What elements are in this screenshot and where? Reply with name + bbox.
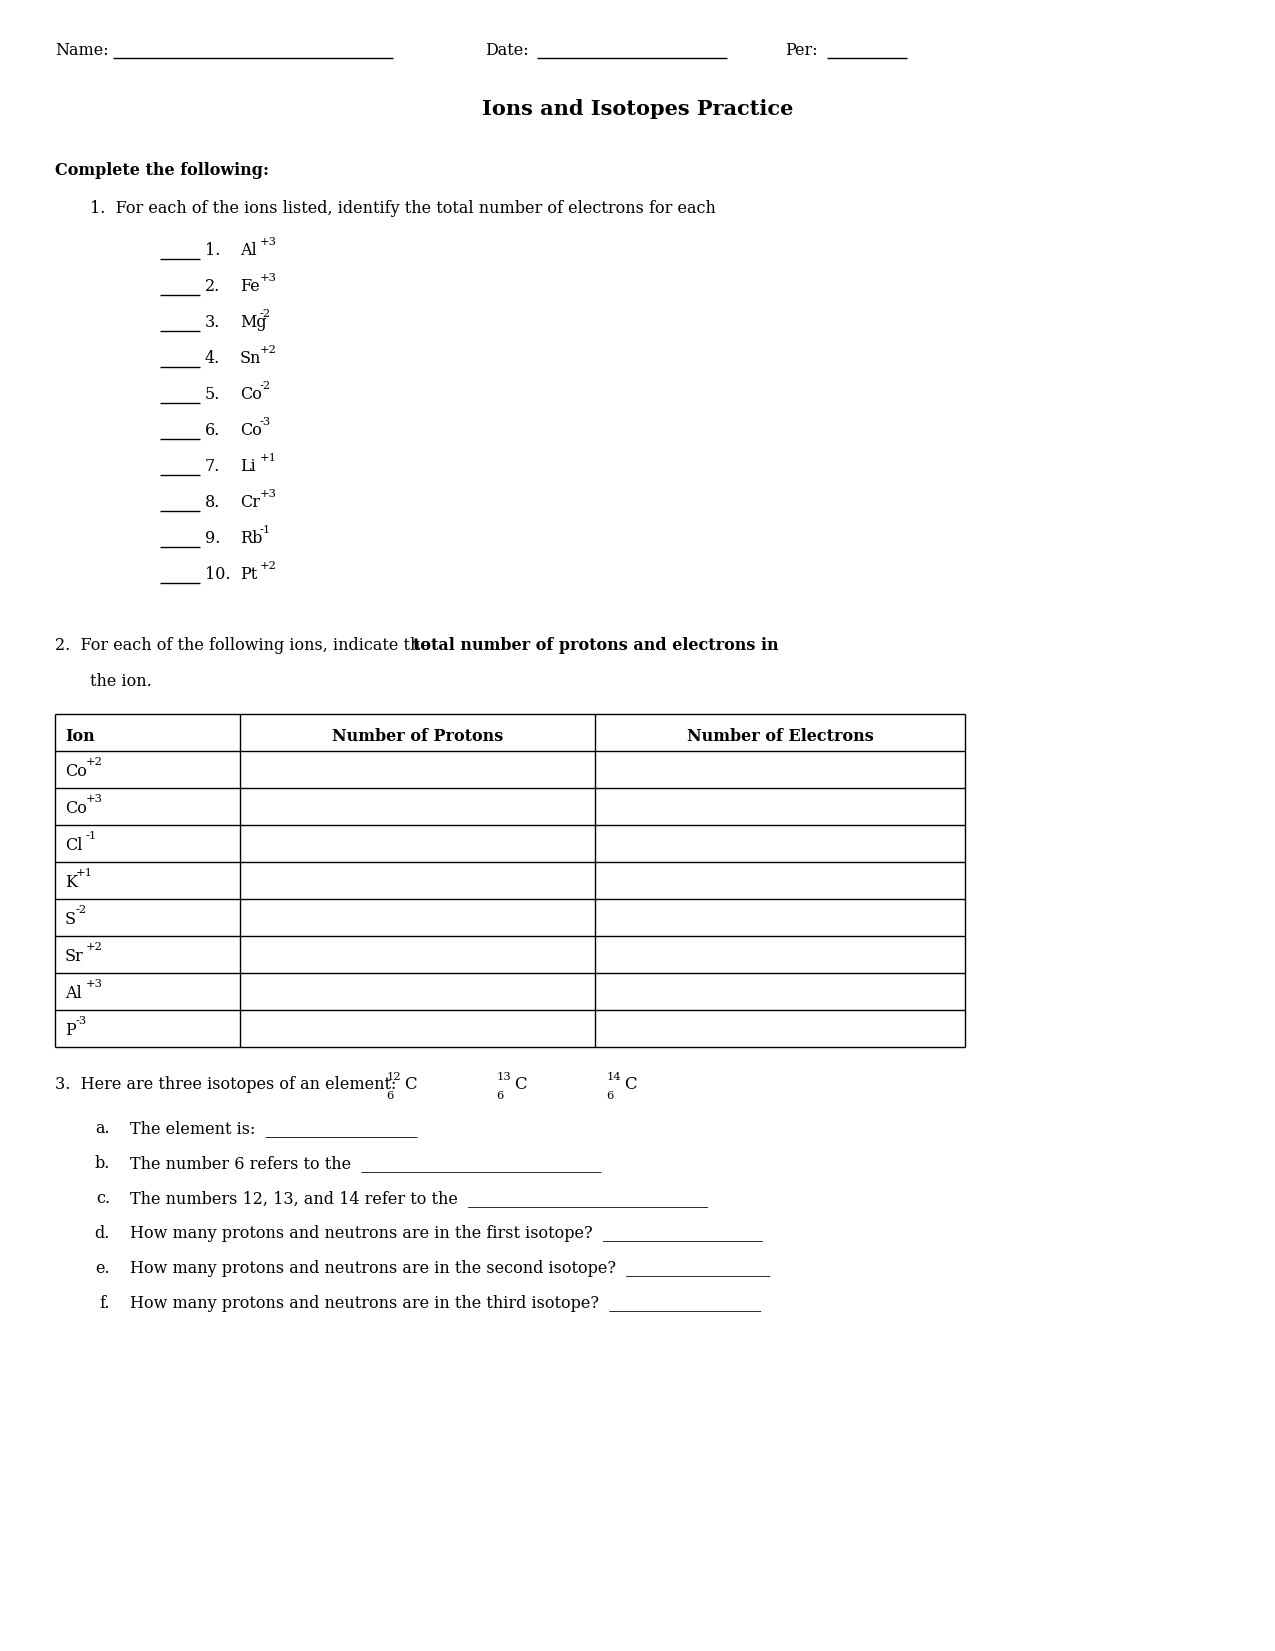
Text: Number of Electrons: Number of Electrons — [687, 728, 873, 745]
Text: 6: 6 — [496, 1091, 504, 1101]
Text: c.: c. — [96, 1190, 110, 1207]
Text: Complete the following:: Complete the following: — [55, 162, 269, 178]
Text: C: C — [625, 1076, 638, 1093]
Text: +2: +2 — [260, 345, 277, 355]
Text: Pt: Pt — [240, 566, 258, 583]
Text: total number of protons and electrons in: total number of protons and electrons in — [413, 637, 778, 654]
Text: Rb: Rb — [240, 530, 263, 546]
Text: Co: Co — [65, 763, 87, 779]
Text: The element is:  ___________________: The element is: ___________________ — [130, 1119, 418, 1138]
Text: -1: -1 — [260, 525, 272, 535]
Text: +1: +1 — [260, 452, 277, 462]
Text: 13: 13 — [496, 1071, 511, 1081]
Text: The number 6 refers to the  ______________________________: The number 6 refers to the _____________… — [130, 1156, 602, 1172]
Text: Cr: Cr — [240, 494, 260, 512]
Text: Al: Al — [240, 243, 256, 259]
Text: How many protons and neutrons are in the first isotope?  ____________________: How many protons and neutrons are in the… — [130, 1225, 762, 1242]
Text: Ions and Isotopes Practice: Ions and Isotopes Practice — [482, 99, 793, 119]
Text: -2: -2 — [260, 309, 272, 319]
Text: 3.: 3. — [205, 314, 221, 330]
Text: +3: +3 — [85, 979, 102, 989]
Text: +3: +3 — [260, 238, 277, 248]
Text: 3.  Here are three isotopes of an element:: 3. Here are three isotopes of an element… — [55, 1076, 397, 1093]
Text: The numbers 12, 13, and 14 refer to the  ______________________________: The numbers 12, 13, and 14 refer to the … — [130, 1190, 708, 1207]
Text: +2: +2 — [85, 758, 102, 768]
Text: Co: Co — [65, 801, 87, 817]
Text: Ion: Ion — [65, 728, 94, 745]
Text: C: C — [404, 1076, 417, 1093]
Text: -1: -1 — [85, 832, 97, 842]
Text: e.: e. — [96, 1260, 110, 1276]
Text: Al: Al — [65, 986, 82, 1002]
Text: 4.: 4. — [205, 350, 221, 367]
Text: Li: Li — [240, 457, 256, 475]
Text: How many protons and neutrons are in the second isotope?  __________________: How many protons and neutrons are in the… — [130, 1260, 770, 1276]
Text: d.: d. — [94, 1225, 110, 1242]
Text: Per:: Per: — [785, 41, 817, 59]
Text: Sn: Sn — [240, 350, 261, 367]
Text: Number of Protons: Number of Protons — [332, 728, 504, 745]
Text: +3: +3 — [85, 794, 102, 804]
Text: 8.: 8. — [205, 494, 221, 512]
Text: Mg: Mg — [240, 314, 266, 330]
Text: 7.: 7. — [205, 457, 221, 475]
Text: 1.: 1. — [205, 243, 221, 259]
Text: 2.  For each of the following ions, indicate the: 2. For each of the following ions, indic… — [55, 637, 435, 654]
Text: +2: +2 — [85, 943, 102, 953]
Text: S: S — [65, 911, 76, 928]
Text: 6: 6 — [386, 1091, 394, 1101]
Text: 6: 6 — [607, 1091, 613, 1101]
Text: P: P — [65, 1022, 75, 1038]
Text: How many protons and neutrons are in the third isotope?  ___________________: How many protons and neutrons are in the… — [130, 1294, 761, 1313]
Text: 2.: 2. — [205, 277, 221, 296]
Text: +2: +2 — [260, 561, 277, 571]
Text: +3: +3 — [260, 489, 277, 499]
Text: f.: f. — [99, 1294, 110, 1313]
Text: Co: Co — [240, 386, 261, 403]
Text: Cl: Cl — [65, 837, 83, 854]
Text: Co: Co — [240, 423, 261, 439]
Text: 5.: 5. — [205, 386, 221, 403]
Text: -3: -3 — [260, 418, 272, 428]
Text: 9.: 9. — [205, 530, 221, 546]
Text: b.: b. — [94, 1156, 110, 1172]
Text: -3: -3 — [75, 1017, 87, 1027]
Text: the ion.: the ion. — [91, 674, 152, 690]
Text: -2: -2 — [75, 905, 87, 916]
Text: 12: 12 — [386, 1071, 402, 1081]
Text: K: K — [65, 873, 76, 892]
Text: 10.: 10. — [205, 566, 231, 583]
Text: 1.  For each of the ions listed, identify the total number of electrons for each: 1. For each of the ions listed, identify… — [91, 200, 715, 216]
Text: 14: 14 — [607, 1071, 621, 1081]
Text: -2: -2 — [260, 381, 272, 391]
Text: Name:: Name: — [55, 41, 108, 59]
Text: +1: +1 — [75, 868, 93, 878]
Text: +3: +3 — [260, 272, 277, 282]
Text: a.: a. — [96, 1119, 110, 1138]
Text: Sr: Sr — [65, 948, 84, 964]
Text: 6.: 6. — [205, 423, 221, 439]
Text: C: C — [515, 1076, 528, 1093]
Text: Date:: Date: — [484, 41, 529, 59]
Text: Fe: Fe — [240, 277, 260, 296]
